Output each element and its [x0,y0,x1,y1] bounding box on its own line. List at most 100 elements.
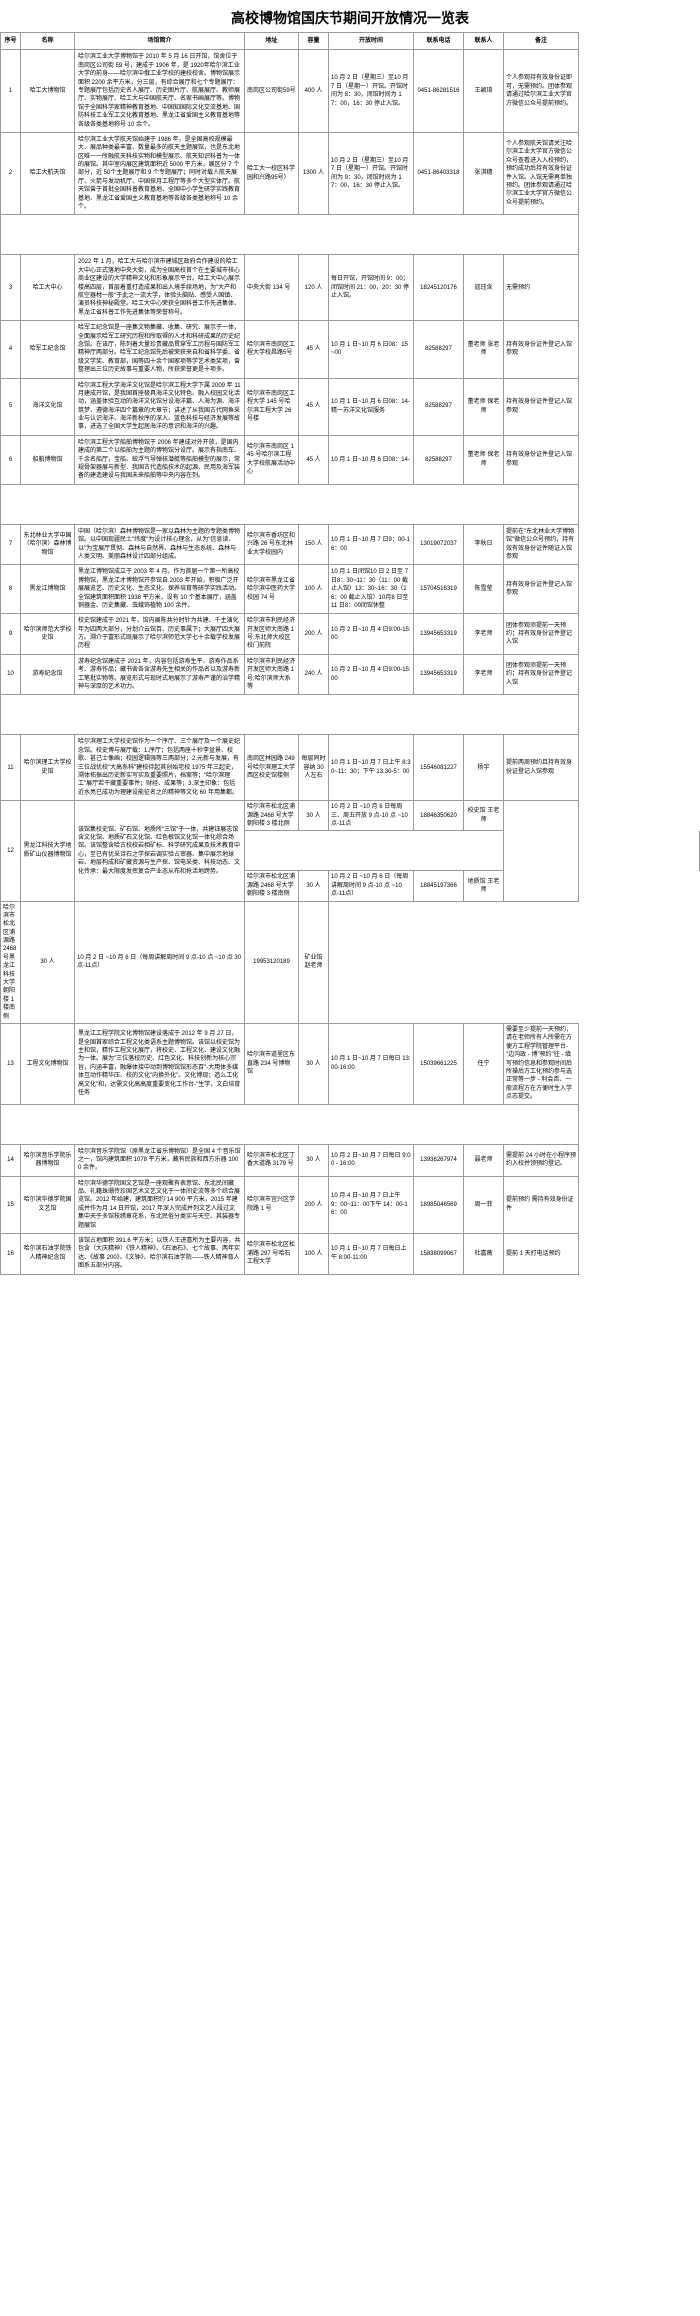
table-row: 13工程文化博物馆黑龙江工程学院文化博物馆建设落成于 2012 年 9 月 27… [1,1023,700,1104]
cell-time: 10 月 2 日（星期三）至10 月 7 日（星期一）开馆。开馆时间为 9：30… [329,132,414,215]
cell-cap: 45 人 [299,321,329,378]
cell-cap: 30 人 [299,1023,329,1104]
cell-name: 哈尔滨理工大学校史馆 [21,735,75,801]
cell-name: 哈尔滨师范大学校史馆 [21,614,75,655]
table-row: 7东北林业大学中国（哈尔滨）森林博物馆中国（哈尔滨）森林博物馆是一家以森林为主题… [1,524,700,565]
cell-time: 10 月 1 日~10 月 7 日上午 8:30~11：30；下午 13:30-… [329,735,414,801]
cell-desc: 2022 年 1 月，哈工大与哈尔滨市建城区政府合作建设的哈工大中心正式落地中央… [75,255,245,321]
cell-phone: 15039661225 [414,1023,464,1104]
cell-name: 工程文化博物馆 [21,1023,75,1104]
cell-seq: 16 [1,1234,21,1275]
cell-cap: 30 人 [299,871,329,901]
col-contact: 联系人 [464,33,504,50]
cell-seq: 3 [1,255,21,321]
cell-contact: 杨宇 [464,735,504,801]
cell-name: 黑龙江科技大学地质矿山仪器博物馆 [21,801,75,901]
cell-addr: 哈尔滨市南岗区 145 号哈尔滨工程大学校航展活动中心 [245,435,299,484]
col-seq: 序号 [1,33,21,50]
cell-contact: 地质馆 王老师 [464,871,504,901]
page-title: 高校博物馆国庆节期间开放情况一览表 [0,0,700,32]
cell-time: 10 月 2 日~10 月 7 日每日 9:00 - 16:00 [329,1144,414,1176]
table-row: 6船舶博物馆哈尔滨工程大学船舶博物馆于 2006 年建成对外开放，是国内建成的第… [1,435,700,484]
cell-seq: 8 [1,565,21,614]
cell-seq: 12 [1,801,21,901]
cell-cap: 45 人 [299,435,329,484]
cell-desc: 哈尔滨工程大学海洋文化馆是哈尔滨工程大学下属 2009 年 11 月建成开馆，是… [75,378,245,435]
cell-cap: 100 人 [299,565,329,614]
table-row: 11哈尔滨理工大学校史馆哈尔滨理工大学校史馆作为一个序厅、三个展厅及一个展史纪念… [1,735,700,801]
cell-addr: 哈尔滨市利民经济开发区师大南路 1 号;东北师大校区校门前院 [245,614,299,655]
cell-note: 提前在"东北林业大学博物馆"微信公众号预约，持有效有效身份证件随证入馆参观 [504,524,579,565]
cell-time: 10 月 1 日~10 月 6 日08：14- [329,435,414,484]
cell-contact: 张淇穗 [464,132,504,215]
cell-phone: 19953120189 [245,901,299,1023]
cell-addr: 南岗区公司街59号 [245,50,299,133]
cell-addr: 哈尔滨市松北区浦源路 2468 号大学朝阳楼 3 楼北侧 [245,801,299,831]
cell-note: 需提前 24 小时在小程序预约入校并领预约登记。 [504,1144,579,1176]
cell-time: 10 月 4 日~10 月 7 日上午 9：00~11：00下午 14：00-1… [329,1176,414,1233]
table-row: 16哈尔滨石油学院铁人精神纪念馆该馆占地面积 391.6 平方米；以铁人王进喜所… [1,1234,700,1275]
cell-desc: 该馆集校史馆、矿石馆、地质所"三馆"于一体，共建钰展志馆含文化馆、地质矿石文化馆… [75,801,245,901]
cell-time: 10 月 1 日~10 月 6 日08：14-精一苏洋文化馆服务 [329,378,414,435]
col-phone: 联系电话 [414,33,464,50]
cell-addr: 哈尔滨市松北区浦源路 2468 号大学朝阳楼 3 楼南侧 [245,871,299,901]
cell-phone: 18845197366 [414,871,464,901]
cell-note: 持有效身份证件登记入馆参观 [504,378,579,435]
cell-seq: 2 [1,132,21,215]
cell-seq: 13 [1,1023,21,1104]
col-desc: 场馆简介 [75,33,245,50]
cell-name: 东北林业大学中国（哈尔滨）森林博物馆 [21,524,75,565]
cell-desc: 哈尔滨理工大学校史馆作为一个序厅、三个展厅及一个展史纪念馆。校史博与展厅载：1.… [75,735,245,801]
cell-desc: 哈尔滨工业大学博物馆于 2010 年 5 月 16 日开馆，馆舍位于南岗区公司街… [75,50,245,133]
cell-contact: 董老师 保老师 [464,378,504,435]
cell-cap: 200 人 [299,614,329,655]
cell-addr: 哈尔滨市黑龙江省哈尔滨中医药大学校园 74 号 [245,565,299,614]
cell-contact: 李老师 [464,654,504,695]
cell-phone: 15838099067 [414,1234,464,1275]
cell-name: 哈军工纪念馆 [21,321,75,378]
cell-seq: 11 [1,735,21,801]
table-row: 14哈尔滨音乐学院乐器博物馆哈尔滨音乐学院馆（原黑龙江省乐博物馆）是全国 4 个… [1,1144,700,1176]
cell-desc: 该馆占地面积 391.6 平方米；以铁人王进喜所为主要内容，共包含（大庆精神）《… [75,1234,245,1275]
cell-time: 10 月 1 日~10 月 7 日每日上午 8:00-11:00 [329,1234,414,1275]
cell-cap: 100 人 [299,1234,329,1275]
cell-note: 持有效身份证件登记入馆参观 [504,321,579,378]
cell-desc: 哈军工纪念馆是一座集文物集藏、收集、研究、展示于一体，全面展示哈军工研究历程和所… [75,321,245,378]
cell-addr: 哈尔滨市松北区浦源路 2468 号黑龙江科技大学朝阳楼 1 楼南侧 [1,901,21,1023]
section-gap [1,695,700,735]
cell-phone: 82588297 [414,321,464,378]
cell-contact: 周一菲 [464,1176,504,1233]
cell-addr: 南岗区林园路 249 号哈尔滨理工大学西区校史馆楼侧 [245,735,299,801]
col-note: 备注 [504,33,579,50]
col-name: 名称 [21,33,75,50]
cell-time: 每日开馆，开馆时间 9：00；闭馆时间 21：00，20：30 停止入馆。 [329,255,414,321]
cell-desc: 哈尔滨华德学院国文艺馆是一座观聚有表意馆、东北民间藏品、礼籍珠珊传珍国艺术文艺文… [75,1176,245,1233]
col-time: 开放时间 [329,33,414,50]
cell-addr: 哈尔滨市香坊区和兴路 26 号东北林业大学校园内 [245,524,299,565]
cell-desc: 中国（哈尔滨）森林博物馆是一家以森林为主题的专题类博物馆。以中国现疆民土"纬度"… [75,524,245,565]
cell-phone: 15704516319 [414,565,464,614]
cell-phone: 18245120176 [414,255,464,321]
cell-name: 哈工大博物馆 [21,50,75,133]
cell-note: 团体参观须提前一天预约；持有效身份证件登记入馆 [504,654,579,695]
cell-time: 10 月 2 日 ~10 月 6 日（每周讲解周时间 9 点-10 点 ~10 … [329,871,414,901]
table-row: 15哈尔滨华德学院国文艺馆哈尔滨华德学院国文艺馆是一座观聚有表意馆、东北民间藏品… [1,1176,700,1233]
cell-cap: 30 人 [299,801,329,831]
section-gap [1,484,700,524]
table-row: 4哈军工纪念馆哈军工纪念馆是一座集文物集藏、收集、研究、展示于一体，全面展示哈军… [1,321,700,378]
cell-contact: 李秋日 [464,524,504,565]
table-row: 10游寿纪念馆游寿纪念馆建成于 2021 年，内容包括游寿生平、游寿作品系考、游… [1,654,700,695]
cell-cap: 200 人 [299,1176,329,1233]
cell-time: 10 月 2 日~10 月 4 日9:00-15:00 [329,614,414,655]
cell-addr: 哈尔滨市松北区丁香大道路 3179 号 [245,1144,299,1176]
cell-addr: 哈尔滨市松北区松浦路 297 号哈石工程大学 [245,1234,299,1275]
cell-time: 10 月 2 日（星期三）至10 月 7 日（星期一）开馆。开馆时间为 8：30… [329,50,414,133]
cell-seq: 1 [1,50,21,133]
table-row: 5海洋文化馆哈尔滨工程大学海洋文化馆是哈尔滨工程大学下属 2009 年 11 月… [1,378,700,435]
table-row: 2哈工大航天馆哈尔滨工业大学航天馆始建于 1986 年，是全国高校规模最大、展品… [1,132,700,215]
cell-cap: 1300 人 [299,132,329,215]
cell-seq: 9 [1,614,21,655]
cell-desc: 游寿纪念馆建成于 2021 年，内容包括游寿生平、游寿作品系考、游寿作品；藏书舍… [75,654,245,695]
cell-cap: 30 人 [299,1144,329,1176]
cell-cap: 120 人 [299,255,329,321]
